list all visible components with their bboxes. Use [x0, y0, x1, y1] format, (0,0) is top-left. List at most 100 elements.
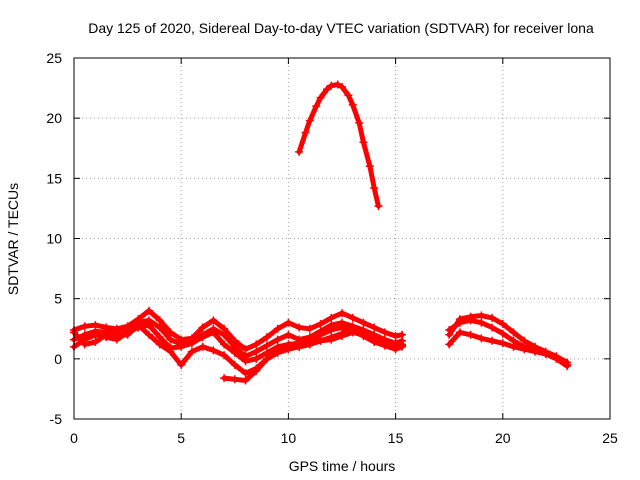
y-tick-label: 20	[46, 110, 62, 126]
data-point	[241, 345, 250, 354]
data-point	[91, 337, 100, 346]
data-point	[155, 333, 164, 342]
data-point	[322, 85, 331, 94]
series-trace	[296, 82, 381, 209]
data-point	[380, 328, 389, 337]
data-point	[455, 328, 464, 337]
data-point	[498, 339, 507, 348]
data-point	[166, 347, 175, 356]
data-point	[230, 360, 239, 369]
series-arc-6	[295, 80, 383, 211]
data-point	[241, 376, 250, 385]
data-point	[348, 324, 357, 333]
data-point	[155, 323, 164, 332]
data-point	[273, 335, 282, 344]
data-point	[338, 309, 346, 318]
data-point	[145, 321, 154, 330]
y-tick-label: 10	[46, 231, 62, 247]
data-point	[155, 340, 164, 349]
data-point	[370, 336, 379, 345]
data-point	[187, 347, 196, 356]
data-point	[252, 347, 261, 356]
data-point	[365, 162, 374, 171]
data-point	[230, 375, 239, 384]
data-point	[112, 331, 121, 340]
data-point	[445, 340, 454, 349]
data-point	[466, 316, 475, 325]
data-point	[509, 342, 518, 351]
data-point	[209, 328, 218, 337]
data-point	[80, 322, 89, 331]
x-tick-label: 20	[495, 430, 511, 446]
data-point	[316, 336, 325, 345]
data-point	[541, 350, 550, 359]
data-point	[262, 333, 271, 342]
data-point	[338, 329, 346, 338]
y-tick-label: 25	[46, 50, 62, 66]
data-point	[520, 345, 529, 354]
axes: 0 5 10 15 20 25 -5 0 5 10 15 20 25	[46, 50, 618, 446]
grid	[74, 58, 610, 419]
data-point	[80, 340, 89, 349]
data-point	[177, 360, 186, 369]
data-point	[198, 323, 207, 332]
data-point	[359, 138, 368, 147]
data-point	[370, 323, 379, 332]
data-point	[338, 82, 346, 91]
data-point	[391, 331, 400, 340]
data-point	[477, 334, 486, 343]
y-axis-label: SDTVAR / TECUs	[5, 183, 21, 295]
data-point	[145, 306, 154, 315]
data-point	[230, 348, 239, 357]
data-point	[209, 316, 218, 325]
data-point	[273, 324, 282, 333]
data-point	[327, 325, 336, 334]
data-point	[370, 183, 379, 192]
data-point	[284, 330, 293, 339]
data-point	[477, 318, 486, 327]
data-point	[509, 328, 518, 337]
data-point	[498, 329, 507, 338]
x-axis-label: GPS time / hours	[289, 458, 396, 474]
data-series	[70, 80, 572, 385]
data-point	[295, 323, 304, 332]
data-point	[102, 330, 111, 339]
y-tick-label: 0	[54, 351, 62, 367]
data-point	[252, 354, 261, 363]
data-point	[348, 100, 357, 109]
data-point	[359, 318, 368, 327]
data-point	[220, 340, 229, 349]
data-point	[488, 323, 497, 332]
data-point	[552, 352, 561, 361]
data-point	[198, 342, 207, 351]
y-tick-label: 15	[46, 170, 62, 186]
series-arc-9	[445, 328, 572, 367]
data-point	[220, 330, 229, 339]
data-point	[166, 335, 175, 344]
data-point	[488, 313, 497, 322]
data-point	[198, 333, 207, 342]
data-point	[316, 319, 325, 328]
data-point	[177, 342, 186, 351]
data-point	[241, 357, 250, 366]
data-point	[305, 116, 314, 125]
data-point	[333, 80, 342, 89]
data-point	[498, 319, 507, 328]
data-point	[252, 340, 261, 349]
data-point	[563, 358, 572, 367]
data-point	[273, 348, 282, 357]
x-tick-label: 25	[602, 430, 618, 446]
y-tick-label: -5	[50, 411, 63, 427]
x-tick-label: 5	[177, 430, 185, 446]
data-point	[477, 311, 486, 320]
data-point	[166, 328, 175, 337]
data-point	[391, 344, 400, 353]
data-point	[305, 324, 314, 333]
x-tick-label: 15	[388, 430, 404, 446]
data-point	[380, 340, 389, 349]
chart-title: Day 125 of 2020, Sidereal Day-to-day VTE…	[88, 20, 594, 36]
data-point	[284, 345, 293, 354]
data-point	[327, 81, 336, 90]
data-point	[466, 330, 475, 339]
